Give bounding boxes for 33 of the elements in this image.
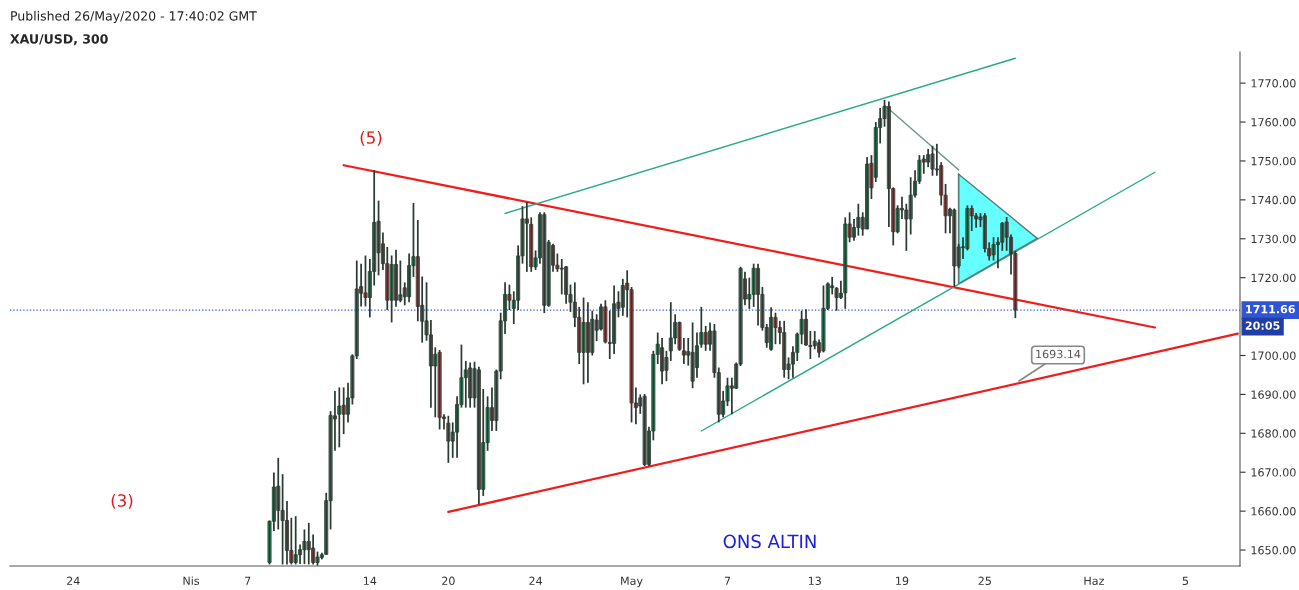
y-tick-label: 1720.00 [1251, 273, 1296, 283]
y-tick-label: 1750.00 [1251, 156, 1296, 166]
x-tick-label: 24 [66, 576, 80, 585]
y-tick-label: 1680.00 [1251, 429, 1296, 438]
x-tick-label: 5 [1182, 576, 1189, 586]
annotation: ONS ALTIN [723, 534, 816, 549]
y-tick-label: 1670.00 [1251, 468, 1296, 477]
y-tick-label: 1660.00 [1251, 507, 1296, 516]
y-tick-label: 1690.00 [1251, 390, 1296, 399]
x-tick-label: 24 [529, 576, 543, 585]
x-tick-label: 13 [808, 576, 821, 586]
y-tick-label: 1740.00 [1251, 195, 1296, 205]
x-tick-label: Nis [183, 576, 200, 586]
y-tick-label: 1770.00 [1251, 79, 1296, 88]
x-tick-label: 7 [245, 576, 251, 585]
x-tick-label: 19 [896, 576, 909, 586]
annotation: (3) [111, 493, 133, 509]
chart-title: XAU/USD, 300 [10, 34, 108, 46]
y-tick-label: 1730.00 [1251, 234, 1296, 244]
annotation: 1693.14 [1036, 349, 1081, 359]
x-tick-label: 20 [442, 576, 455, 586]
x-tick-label: May [621, 576, 643, 588]
y-tick-label: 1760.00 [1251, 118, 1296, 127]
annotation: (5) [360, 130, 382, 146]
y-tick-label: 1650.00 [1251, 546, 1296, 555]
y-tick-label: 1700.00 [1251, 351, 1296, 360]
text: Published 26/May/2020 - 17:40:02 GMT [11, 10, 257, 24]
x-tick-label: 7 [724, 576, 731, 585]
x-tick-label: 25 [978, 576, 991, 586]
x-tick-label: 14 [363, 576, 377, 585]
text: 20:05 [1245, 321, 1280, 330]
x-tick-label: Haz [1084, 576, 1104, 586]
ref-line-label: 1711.66 [1246, 304, 1295, 314]
